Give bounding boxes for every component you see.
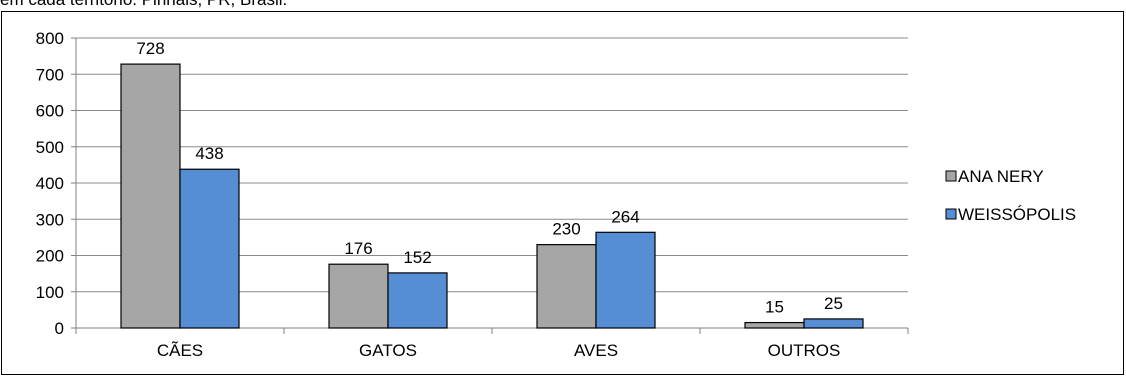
y-tick-label: 200: [36, 247, 64, 266]
y-tick-label: 100: [36, 283, 64, 302]
data-label: 230: [552, 220, 580, 239]
x-tick-label: AVES: [574, 341, 618, 360]
y-tick-label: 600: [36, 102, 64, 121]
y-tick-label: 800: [36, 29, 64, 48]
legend-label: WEISSÓPOLIS: [958, 205, 1076, 224]
bar: [803, 318, 864, 329]
figure-caption: em cada território. Pinhais, PR, Brasil.: [0, 0, 287, 10]
y-tick-label: 300: [36, 210, 64, 229]
data-label: 728: [136, 39, 164, 58]
data-label: 176: [344, 239, 372, 258]
data-label: 152: [403, 248, 431, 267]
y-tick-label: 700: [36, 65, 64, 84]
legend-swatch: [945, 170, 957, 182]
bar: [595, 231, 656, 329]
y-tick-label: 500: [36, 138, 64, 157]
data-label: 15: [765, 298, 784, 317]
y-tick-label: 400: [36, 174, 64, 193]
y-tick-label: 0: [55, 319, 64, 338]
data-label: 264: [611, 207, 639, 226]
x-tick-label: OUTROS: [768, 341, 841, 360]
data-label: 25: [824, 294, 843, 313]
bar: [120, 63, 181, 329]
x-tick-label: GATOS: [359, 341, 417, 360]
bar: [179, 168, 240, 329]
bar: [536, 244, 597, 329]
bar: [387, 272, 448, 329]
legend-label: ANA NERY: [958, 167, 1044, 186]
chart-frame: [1, 11, 1124, 375]
x-tick-label: CÃES: [157, 341, 203, 360]
bar: [744, 321, 805, 329]
data-label: 438: [195, 144, 223, 163]
bar: [328, 263, 389, 329]
legend-swatch: [945, 208, 957, 220]
